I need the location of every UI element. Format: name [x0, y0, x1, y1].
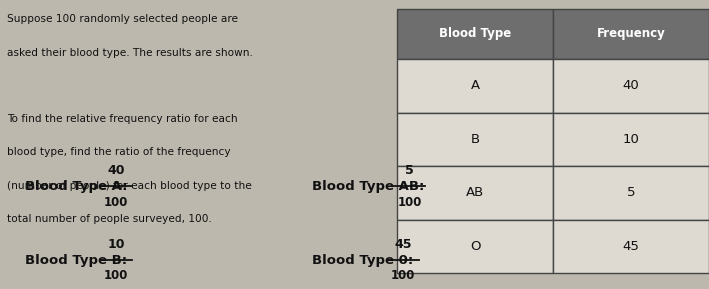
Text: 45: 45	[394, 238, 412, 251]
Text: Blood Type A:: Blood Type A:	[25, 180, 128, 193]
Text: blood type, find the ratio of the frequency: blood type, find the ratio of the freque…	[7, 147, 230, 158]
Bar	[553, 113, 709, 166]
Bar	[397, 220, 553, 273]
Text: Blood Type 0:: Blood Type 0:	[312, 254, 413, 266]
Text: AB: AB	[466, 186, 484, 199]
Bar	[553, 220, 709, 273]
Text: 5: 5	[627, 186, 635, 199]
Text: Suppose 100 randomly selected people are: Suppose 100 randomly selected people are	[7, 14, 238, 25]
Text: 5: 5	[406, 164, 414, 177]
Text: asked their blood type. The results are shown.: asked their blood type. The results are …	[7, 48, 253, 58]
Text: 100: 100	[398, 196, 422, 209]
Text: 10: 10	[107, 238, 125, 251]
Text: 100: 100	[391, 270, 415, 282]
Text: 45: 45	[623, 240, 640, 253]
Text: 10: 10	[623, 133, 640, 146]
Text: 40: 40	[623, 79, 640, 92]
Bar	[397, 9, 553, 59]
Bar	[397, 113, 553, 166]
Bar	[397, 59, 553, 113]
Text: 100: 100	[104, 270, 128, 282]
Text: Blood Type: Blood Type	[439, 27, 511, 40]
Text: B: B	[471, 133, 479, 146]
Text: Blood Type AB:: Blood Type AB:	[312, 180, 424, 193]
Text: (number of people) for each blood type to the: (number of people) for each blood type t…	[7, 181, 252, 191]
Bar	[553, 59, 709, 113]
Text: To find the relative frequency ratio for each: To find the relative frequency ratio for…	[7, 114, 238, 124]
Bar	[553, 9, 709, 59]
Text: 100: 100	[104, 196, 128, 209]
Text: A: A	[471, 79, 479, 92]
Text: 40: 40	[107, 164, 125, 177]
Text: O: O	[470, 240, 480, 253]
Bar	[397, 166, 553, 220]
Bar	[553, 166, 709, 220]
Text: Frequency: Frequency	[597, 27, 665, 40]
Text: total number of people surveyed, 100.: total number of people surveyed, 100.	[7, 214, 212, 224]
Text: Blood Type B:: Blood Type B:	[25, 254, 127, 266]
